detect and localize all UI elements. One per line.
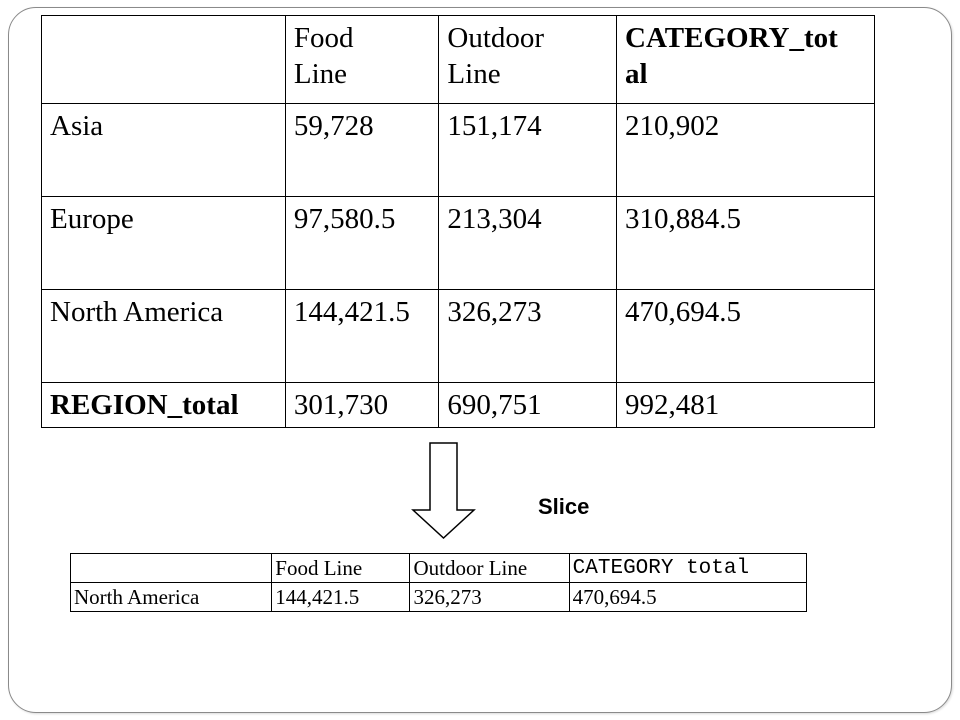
table-row: Asia 59,728 151,174 210,902 <box>41 103 875 197</box>
slice-row-outdoor: 326,273 <box>409 582 570 612</box>
row-region: Europe <box>41 196 286 290</box>
row-total: 470,694.5 <box>616 289 875 383</box>
row-food: 301,730 <box>284 382 440 428</box>
row-region: Asia <box>41 103 286 197</box>
slice-header-category-total: CATEGORY total <box>568 553 808 583</box>
row-food: 59,728 <box>284 103 440 197</box>
row-region: North America <box>41 289 286 383</box>
slice-row-food: 144,421.5 <box>271 582 411 612</box>
slice-row-total: 470,694.5 <box>568 582 808 612</box>
table-row: Europe 97,580.5 213,304 310,884.5 <box>41 196 875 290</box>
row-outdoor: 326,273 <box>438 289 618 383</box>
sales-table: Food Line Outdoor Line CATEGORY_tot al A… <box>41 15 875 428</box>
row-total: 310,884.5 <box>616 196 875 290</box>
slice-header-empty <box>69 553 273 583</box>
header-food-line: Food Line <box>284 15 440 104</box>
table-row: North America 144,421.5 326,273 470,694.… <box>41 289 875 383</box>
header-outdoor-line: Outdoor Line <box>438 15 618 104</box>
slice-result-table: Food Line Outdoor Line CATEGORY total No… <box>69 553 808 612</box>
row-total: 992,481 <box>616 382 875 428</box>
down-arrow-icon <box>411 442 476 540</box>
row-outdoor: 213,304 <box>438 196 618 290</box>
table-total-row: REGION_total 301,730 690,751 992,481 <box>41 382 875 428</box>
slice-header-outdoor-line: Outdoor Line <box>409 553 570 583</box>
header-cell-empty <box>41 15 286 104</box>
row-outdoor: 151,174 <box>438 103 618 197</box>
slice-header-food-line: Food Line <box>271 553 411 583</box>
table-row: North America 144,421.5 326,273 470,694.… <box>69 582 808 612</box>
table-header-row: Food Line Outdoor Line CATEGORY_tot al <box>41 15 875 104</box>
row-food: 144,421.5 <box>284 289 440 383</box>
slice-label: Slice <box>538 494 590 519</box>
slice-header-row: Food Line Outdoor Line CATEGORY total <box>69 553 808 583</box>
header-category-total: CATEGORY_tot al <box>616 15 875 104</box>
slice-row-region: North America <box>69 582 273 612</box>
row-outdoor: 690,751 <box>438 382 618 428</box>
row-total: 210,902 <box>616 103 875 197</box>
row-region: REGION_total <box>41 382 286 428</box>
row-food: 97,580.5 <box>284 196 440 290</box>
